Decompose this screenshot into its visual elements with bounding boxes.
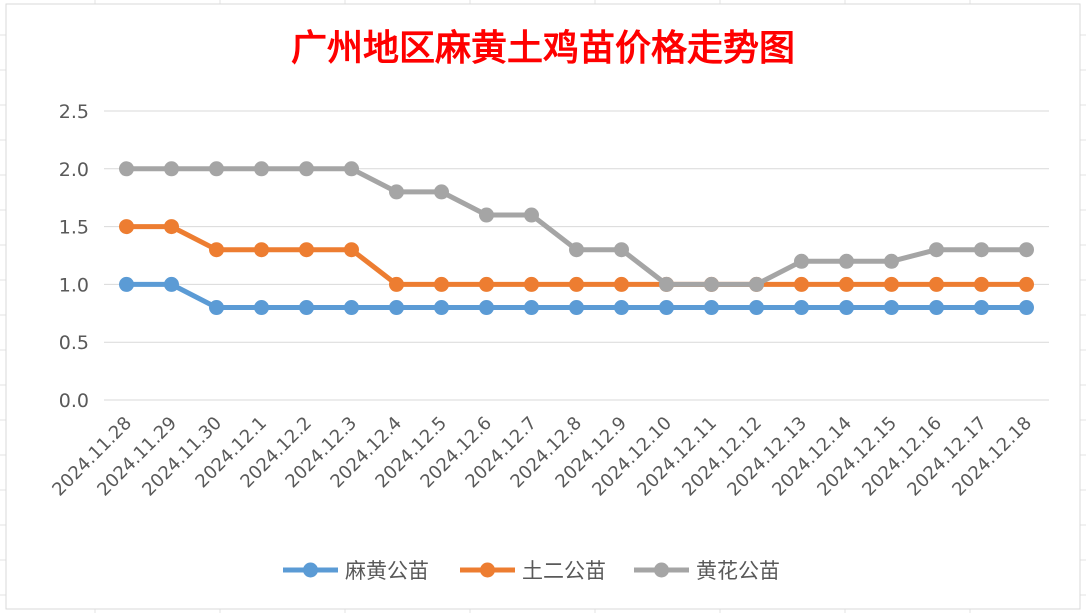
data-point <box>929 242 944 258</box>
legend-label: 黄花公苗 <box>696 559 780 583</box>
legend: 麻黄公苗 土二公苗 黄花公苗 <box>283 559 780 583</box>
data-point <box>929 276 944 292</box>
data-point <box>659 276 674 292</box>
legend-item: 黄花公苗 <box>634 559 780 583</box>
data-point <box>569 300 584 316</box>
data-point <box>344 161 359 177</box>
data-point <box>434 276 449 292</box>
legend-label: 麻黄公苗 <box>345 559 429 583</box>
data-point <box>974 300 989 316</box>
data-point <box>299 242 314 258</box>
data-point <box>974 242 989 258</box>
data-point <box>524 207 539 223</box>
data-point <box>164 161 179 177</box>
data-point <box>884 300 899 316</box>
data-point <box>659 300 674 316</box>
data-point <box>389 184 404 200</box>
data-point <box>299 300 314 316</box>
legend-marker <box>480 562 495 578</box>
data-point <box>569 276 584 292</box>
data-point <box>479 276 494 292</box>
data-point <box>119 276 134 292</box>
data-point <box>209 300 224 316</box>
data-point <box>389 300 404 316</box>
data-point <box>569 242 584 258</box>
data-point <box>209 242 224 258</box>
series-3 <box>119 161 1034 292</box>
data-point <box>344 242 359 258</box>
data-point <box>884 276 899 292</box>
data-point <box>479 207 494 223</box>
data-point <box>1019 242 1034 258</box>
data-point <box>344 300 359 316</box>
data-point <box>254 161 269 177</box>
data-point <box>479 300 494 316</box>
data-point <box>164 219 179 235</box>
y-tick-label: 0.0 <box>59 390 89 412</box>
data-point <box>119 219 134 235</box>
data-point <box>209 161 224 177</box>
chart-title: 广州地区麻黄土鸡苗价格走势图 <box>291 28 795 69</box>
y-axis-tick-labels: 0.0 0.5 1.0 1.5 2.0 2.5 <box>59 101 89 412</box>
data-point <box>884 253 899 269</box>
y-tick-label: 2.5 <box>59 101 89 123</box>
data-point <box>794 253 809 269</box>
data-point <box>704 276 719 292</box>
data-point <box>749 276 764 292</box>
data-point <box>389 276 404 292</box>
data-point <box>614 276 629 292</box>
data-point <box>614 242 629 258</box>
data-point <box>839 300 854 316</box>
data-point <box>839 276 854 292</box>
x-axis-tick-labels: 2024.11.282024.11.292024.11.302024.12.12… <box>48 413 1036 501</box>
data-point <box>254 242 269 258</box>
legend-item: 麻黄公苗 <box>283 559 429 583</box>
data-point <box>254 300 269 316</box>
data-point <box>434 184 449 200</box>
data-point <box>794 300 809 316</box>
data-point <box>1019 276 1034 292</box>
legend-label: 土二公苗 <box>522 559 606 583</box>
series-1 <box>119 276 1034 316</box>
data-point <box>524 300 539 316</box>
data-point <box>974 276 989 292</box>
legend-marker <box>303 562 318 578</box>
legend-marker <box>654 562 669 578</box>
data-point <box>749 300 764 316</box>
data-point <box>1019 300 1034 316</box>
data-point <box>434 300 449 316</box>
data-point <box>299 161 314 177</box>
y-tick-label: 1.0 <box>59 274 89 296</box>
data-point <box>119 161 134 177</box>
data-point <box>794 276 809 292</box>
data-point <box>524 276 539 292</box>
data-point <box>929 300 944 316</box>
series-2 <box>119 219 1034 292</box>
y-tick-label: 1.5 <box>59 217 89 239</box>
series-group <box>119 161 1034 316</box>
data-point <box>614 300 629 316</box>
y-tick-label: 2.0 <box>59 159 89 181</box>
legend-item: 土二公苗 <box>460 559 606 583</box>
y-tick-label: 0.5 <box>59 332 89 354</box>
data-point <box>839 253 854 269</box>
data-point <box>704 300 719 316</box>
data-point <box>164 276 179 292</box>
